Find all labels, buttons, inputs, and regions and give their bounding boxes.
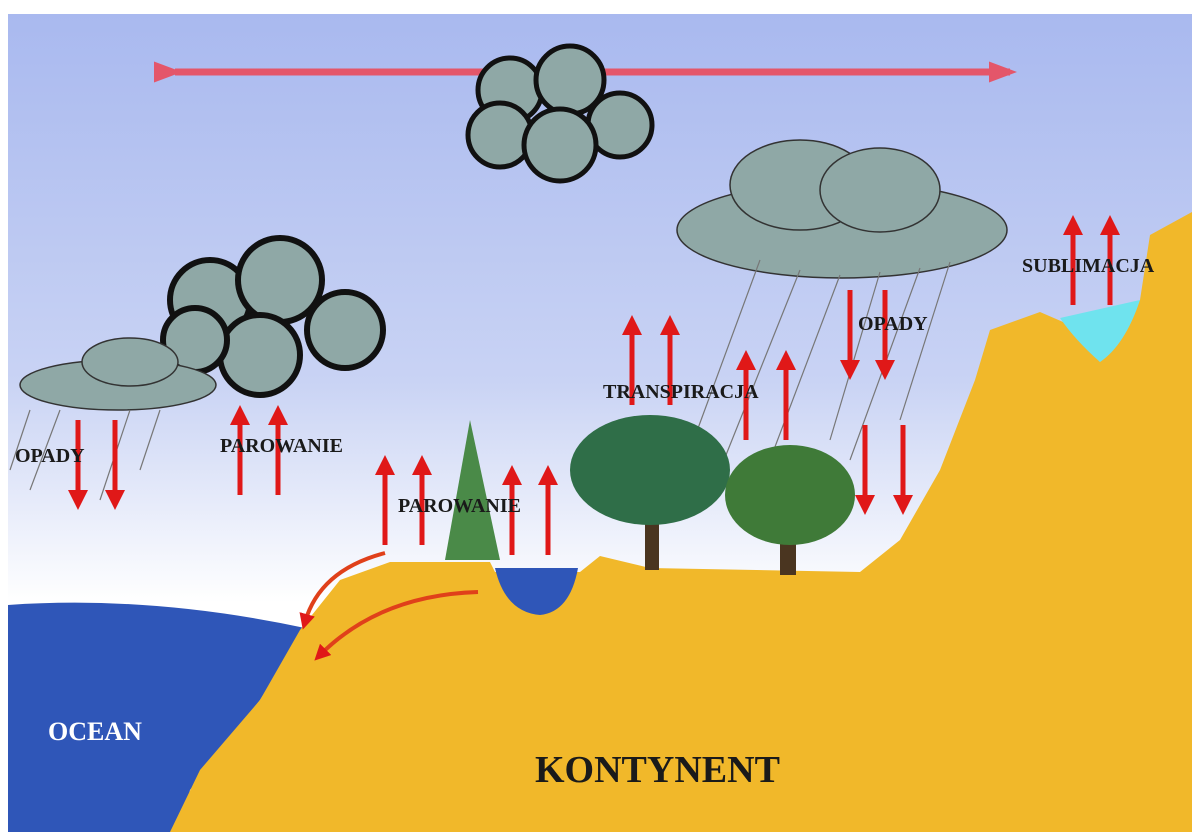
label-transpiration: TRANSPIRACJA — [603, 381, 759, 403]
label-continent: KONTYNENT — [535, 749, 780, 791]
water-cycle-diagram: OPADY PAROWANIE PAROWANIE TRANSPIRACJA O… — [0, 0, 1192, 832]
label-sublimation: SUBLIMACJA — [1022, 255, 1155, 277]
label-evaporation: PAROWANIE — [398, 495, 521, 517]
label-precipitation: OPADY — [15, 445, 85, 467]
label-ocean: OCEAN — [48, 717, 142, 746]
label-evaporation: PAROWANIE — [220, 435, 343, 457]
label-precipitation: OPADY — [858, 313, 928, 335]
